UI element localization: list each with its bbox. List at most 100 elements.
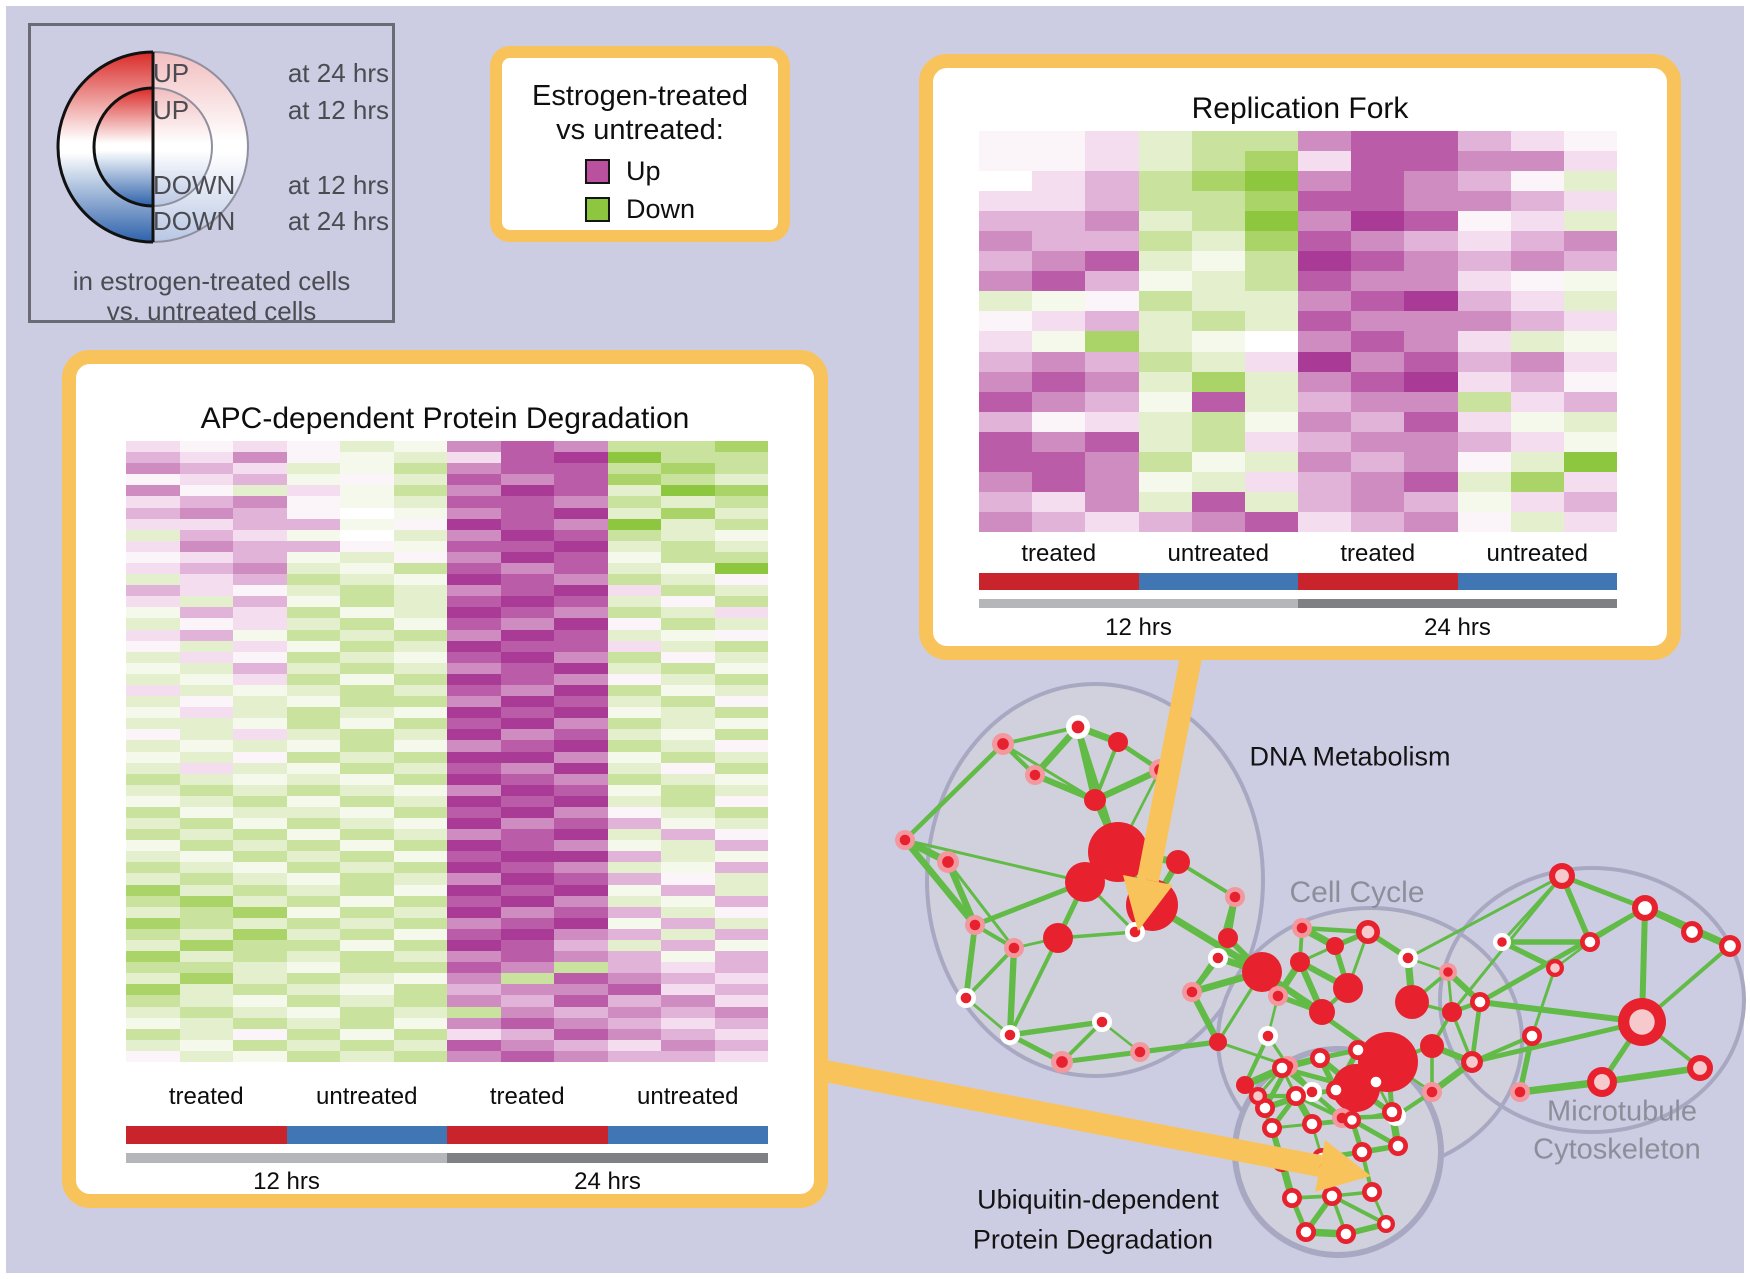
24hr-bar-segment [1298, 599, 1617, 608]
heatmap-cell [714, 851, 768, 863]
heatmap-cell [447, 1039, 501, 1051]
heatmap-cell [179, 973, 233, 985]
heatmap-cell [1510, 411, 1564, 432]
heatmap-cell [1351, 231, 1405, 252]
heatmap-cell [233, 917, 287, 929]
heatmap-cell [393, 718, 447, 730]
heatmap-cell [1032, 131, 1086, 152]
heatmap-cell [1563, 311, 1617, 332]
heatmap-cell [554, 951, 608, 963]
heatmap-cell [500, 906, 554, 918]
heatmap-cell [286, 684, 340, 697]
heatmap-cell [179, 640, 233, 652]
group-label-treated: treated [1021, 540, 1097, 567]
heatmap-cell [179, 940, 233, 952]
heatmap-cell [393, 917, 447, 929]
network-edge [1331, 1194, 1387, 1226]
heatmap-cell [1510, 471, 1564, 492]
heatmap-cell [126, 1028, 180, 1040]
network-node-core [1134, 1046, 1146, 1058]
heatmap-cell [714, 463, 768, 475]
heatmap-cell [447, 940, 501, 952]
heatmap-cell [1191, 291, 1245, 312]
heatmap-cell [393, 518, 447, 530]
heatmap-cell [179, 784, 233, 796]
heatmap-cell [393, 1017, 447, 1029]
heatmap-cell [126, 474, 180, 486]
heatmap-cell [714, 551, 768, 563]
network-edge [1093, 766, 1162, 804]
heatmap-cell [179, 441, 233, 453]
network-node-solid [1333, 973, 1363, 1003]
network-node-solid [1209, 1033, 1227, 1051]
heatmap-cell [607, 1028, 661, 1040]
replication-fork-heatmap [979, 131, 1617, 532]
heatmap-cell [340, 518, 394, 530]
heatmap-cell [393, 574, 447, 586]
heatmap-cell [286, 951, 340, 963]
network-node-solid [1236, 1076, 1254, 1094]
heatmap-cell [340, 773, 394, 785]
heatmap-cell [286, 928, 340, 941]
heatmap-cell [607, 1017, 661, 1029]
heatmap-cell [286, 507, 340, 519]
heatmap-cell [607, 507, 661, 519]
treated-bar-segment [979, 573, 1139, 590]
heatmap-cell [500, 1006, 554, 1018]
network-node-core [1550, 963, 1560, 973]
heatmap-cell [1563, 231, 1617, 252]
heatmap-cell [500, 551, 554, 563]
heatmap-cell [447, 928, 501, 941]
heatmap-cell [126, 707, 180, 719]
estrogen-legend-box: Estrogen-treated vs untreated: Up Down [490, 46, 790, 242]
heatmap-cell [393, 562, 447, 575]
heatmap-cell [607, 496, 661, 508]
heatmap-cell [661, 673, 715, 685]
heatmap-cell [1298, 271, 1352, 292]
heatmap-cell [1032, 171, 1086, 192]
heatmap-cell [500, 740, 554, 752]
heatmap-cell [393, 951, 447, 963]
heatmap-cell [500, 529, 554, 541]
heatmap-cell [447, 762, 501, 774]
legend-row-down-12: DOWN at 12 hrs [153, 170, 389, 200]
heatmap-cell [500, 806, 554, 819]
heatmap-cell [286, 762, 340, 774]
heatmap-cell [179, 540, 233, 552]
heatmap-cell [340, 452, 394, 464]
heatmap-cell [607, 806, 661, 819]
heatmap-cell [393, 995, 447, 1007]
heatmap-cell [393, 651, 447, 663]
heatmap-cell [126, 551, 180, 563]
heatmap-cell [554, 574, 608, 586]
heatmap-cell [340, 463, 394, 475]
heatmap-cell [500, 507, 554, 519]
heatmap-cell [500, 851, 554, 863]
heatmap-cell [714, 884, 768, 896]
heatmap-cell [1244, 431, 1298, 452]
heatmap-cell [554, 1039, 608, 1051]
heatmap-cell [500, 607, 554, 619]
heatmap-cell [1085, 211, 1139, 232]
heatmap-cell [126, 629, 180, 641]
heatmap-cell [979, 491, 1033, 512]
heatmap-cell [607, 762, 661, 774]
apc-panel-title: APC-dependent Protein Degradation [200, 402, 690, 435]
heatmap-cell [179, 829, 233, 841]
heatmap-cell [979, 191, 1033, 212]
heatmap-cell [607, 618, 661, 630]
heatmap-cell [340, 596, 394, 608]
network-node-core [1638, 901, 1652, 915]
heatmap-cell [500, 562, 554, 575]
heatmap-cell [126, 651, 180, 663]
heatmap-cell [393, 818, 447, 830]
heatmap-cell [1244, 451, 1298, 472]
treated-bar-segment [1298, 573, 1458, 590]
heatmap-cell [393, 662, 447, 674]
group-label-untreated: untreated [1167, 540, 1269, 567]
heatmap-cell [1404, 251, 1458, 272]
heatmap-cell [607, 562, 661, 575]
heatmap-cell [1138, 491, 1192, 512]
group-label-untreated: untreated [1486, 540, 1588, 567]
network-edge [904, 838, 1086, 884]
